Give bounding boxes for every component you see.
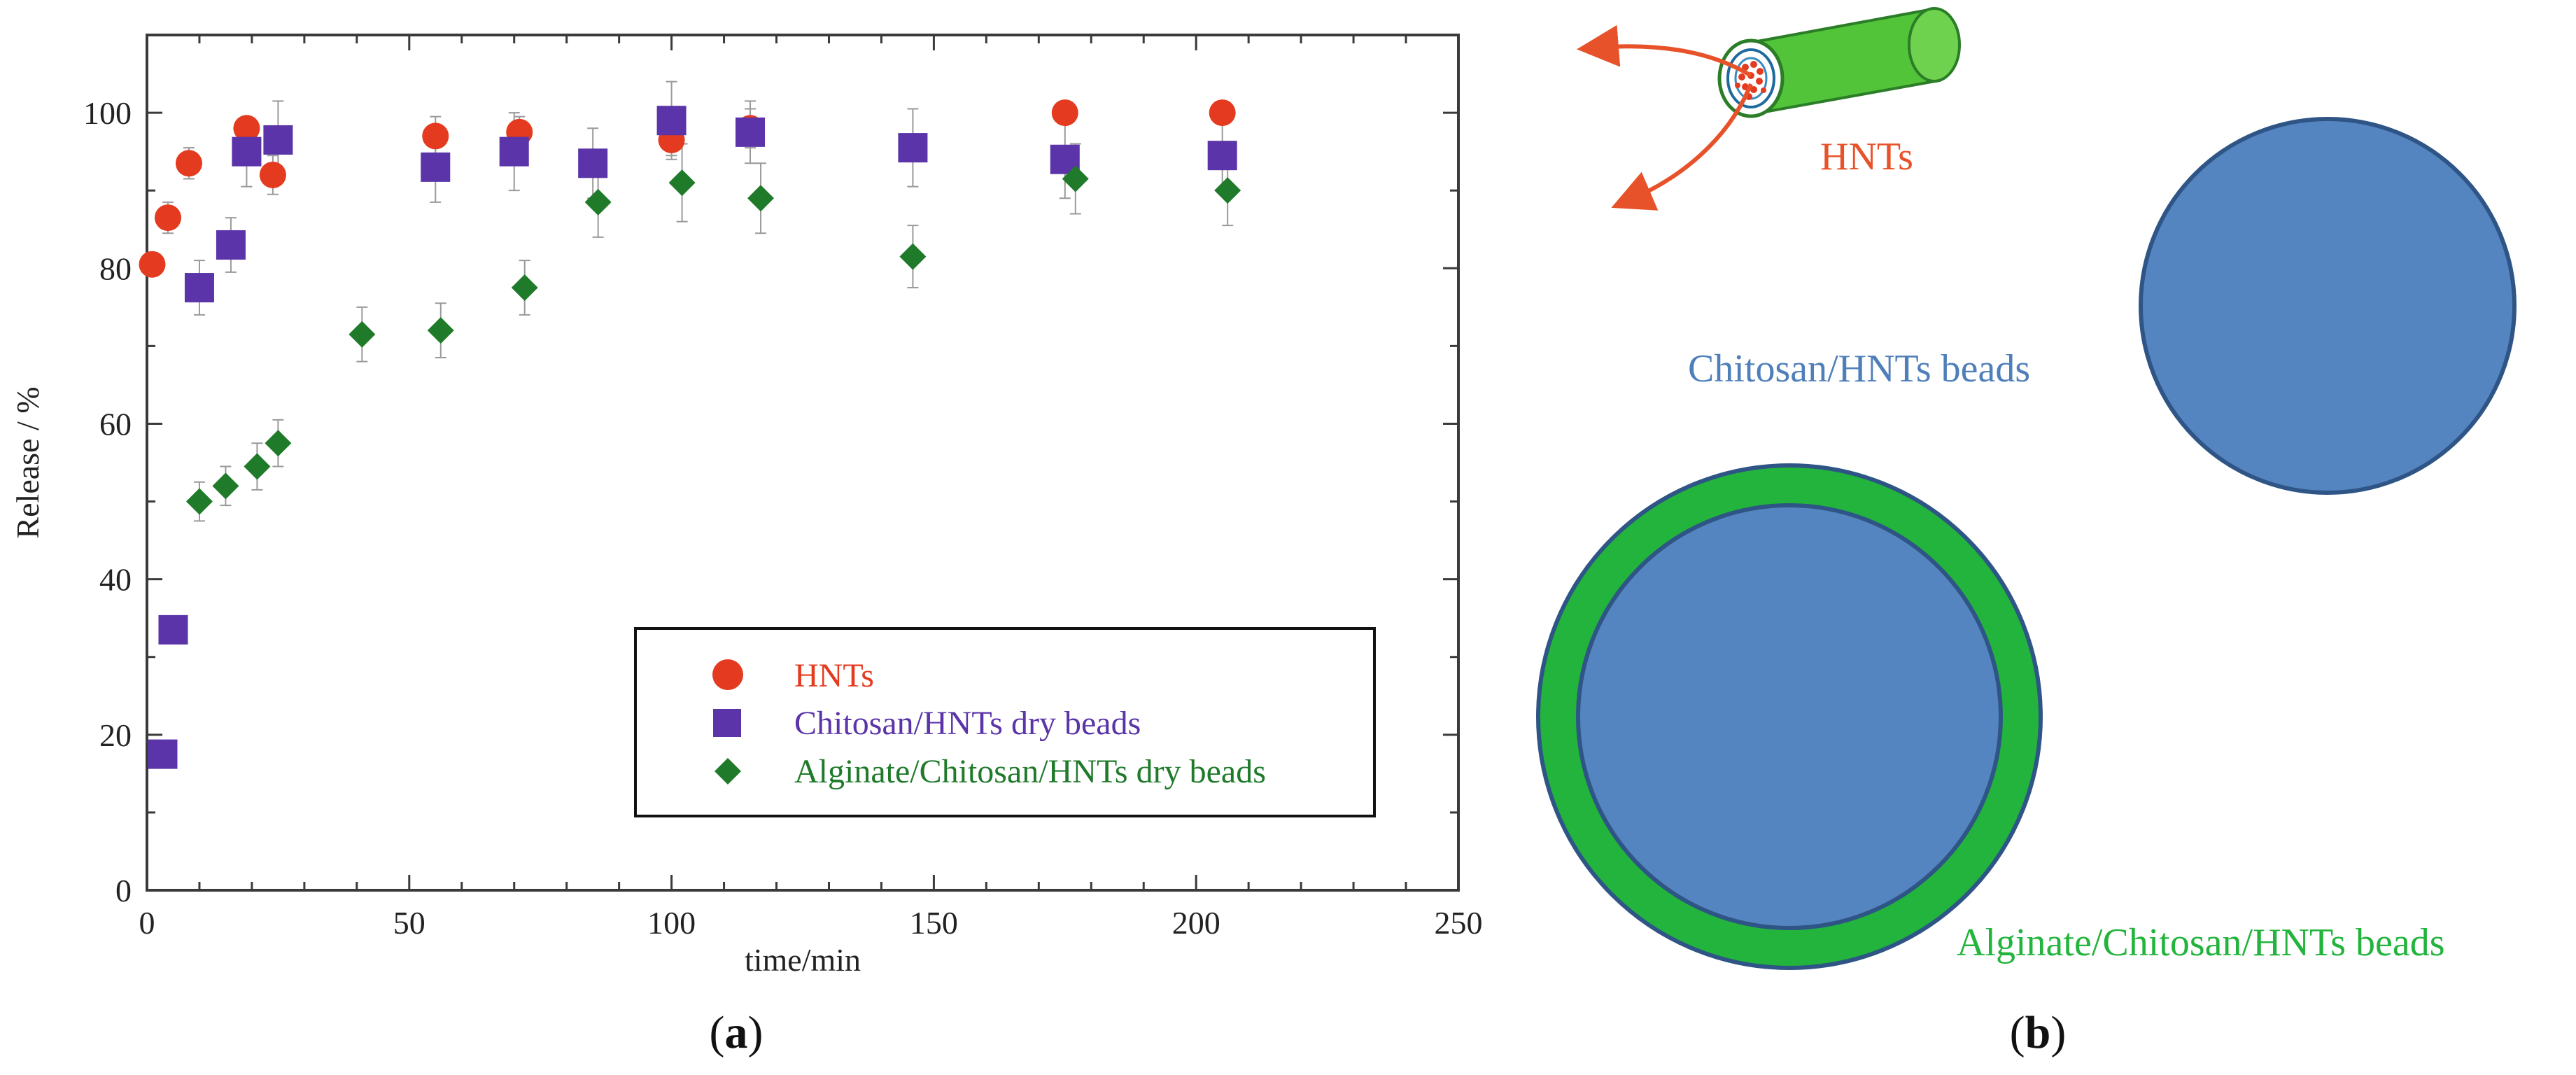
y-tick-label: 80 <box>99 251 132 286</box>
data-point-series-1 <box>499 136 529 167</box>
legend-label-chitosan: Chitosan/HNTs dry beads <box>794 705 1141 742</box>
tube-far-end <box>1908 7 1961 83</box>
legend-marker-hnts <box>712 659 743 690</box>
y-axis-label: Release / % <box>10 386 45 538</box>
legend: HNTs Chitosan/HNTs dry beads Alginate/Ch… <box>634 627 1376 817</box>
data-point-series-1 <box>148 739 178 769</box>
data-point-series-1 <box>898 133 928 163</box>
legend-label-alginate: Alginate/Chitosan/HNTs dry beads <box>794 753 1266 790</box>
data-point-series-2 <box>747 185 775 212</box>
panel-b-caption: (b) <box>2010 1007 2067 1058</box>
legend-box <box>634 627 1376 817</box>
data-point-series-0 <box>139 251 166 278</box>
hnts-label: HNTs <box>1820 135 1913 178</box>
x-axis: 0 50 100 150 200 250 <box>139 35 1483 941</box>
data-point-series-1 <box>736 117 766 147</box>
legend-label-hnts: HNTs <box>794 657 874 694</box>
data-point-series-1 <box>421 152 451 182</box>
data-point-series-0 <box>259 161 286 188</box>
data-point-series-2 <box>584 188 612 216</box>
data-point-series-1 <box>1207 141 1237 171</box>
release-arrow-up <box>1577 24 1752 78</box>
data-point-series-1 <box>578 148 608 178</box>
data-point-series-0 <box>422 122 449 150</box>
data-point-series-1 <box>158 614 188 645</box>
chitosan-bead-label: Chitosan/HNTs beads <box>1688 347 2030 391</box>
plot-frame <box>146 34 1460 892</box>
x-tick-label: 200 <box>1172 905 1220 941</box>
chitosan-bead <box>2139 117 2517 495</box>
x-tick-label: 250 <box>1435 905 1483 941</box>
data-point-series-2 <box>511 274 538 302</box>
data-point-series-1 <box>184 273 214 303</box>
x-axis-label: time/min <box>745 942 861 978</box>
data-point-series-0 <box>233 115 260 142</box>
data-point-series-2 <box>1062 165 1089 192</box>
data-point-series-0 <box>175 150 202 177</box>
y-tick-label: 20 <box>99 717 132 753</box>
legend-marker-alginate <box>715 758 741 785</box>
data-point-series-0 <box>1051 99 1078 127</box>
data-point-series-1 <box>656 106 687 136</box>
y-tick-label: 40 <box>99 562 132 598</box>
legend-marker-chitosan <box>713 709 741 737</box>
data-point-series-1 <box>216 230 246 260</box>
data-point-series-2 <box>185 488 213 515</box>
panel-a-caption: (a) <box>710 1007 763 1058</box>
y-axis: 0 20 40 60 80 100 <box>83 34 1458 908</box>
data-point-series-2 <box>212 472 239 500</box>
data-point-series-0 <box>154 204 181 232</box>
data-point-series-2 <box>265 430 292 457</box>
data-point-series-1 <box>232 136 262 167</box>
y-tick-label: 60 <box>99 406 132 442</box>
release-scatter-chart: 0 20 40 60 80 100 0 50 100 150 200 250 Release / %… <box>10 34 1483 978</box>
data-point-series-2 <box>899 243 927 270</box>
x-tick-label: 100 <box>647 905 696 941</box>
data-points <box>139 99 1241 769</box>
data-point-series-2 <box>427 317 454 344</box>
x-tick-label: 150 <box>910 905 958 941</box>
release-arrow-down <box>1611 83 1753 211</box>
alginate-bead-label: Alginate/Chitosan/HNTs beads <box>1957 921 2445 964</box>
alginate-bead <box>1536 463 2043 970</box>
data-point-series-2 <box>244 453 271 480</box>
y-tick-label: 0 <box>115 873 132 908</box>
data-point-series-1 <box>263 125 293 155</box>
data-point-series-0 <box>1209 99 1236 127</box>
y-tick-label: 100 <box>83 95 132 131</box>
x-tick-label: 50 <box>393 905 425 941</box>
hnts-tube-illustration <box>1577 7 1961 211</box>
data-point-series-2 <box>349 321 376 348</box>
x-tick-label: 0 <box>139 905 155 941</box>
data-point-series-2 <box>1214 177 1241 204</box>
data-point-series-2 <box>668 169 696 197</box>
alginate-core <box>1576 503 2003 930</box>
